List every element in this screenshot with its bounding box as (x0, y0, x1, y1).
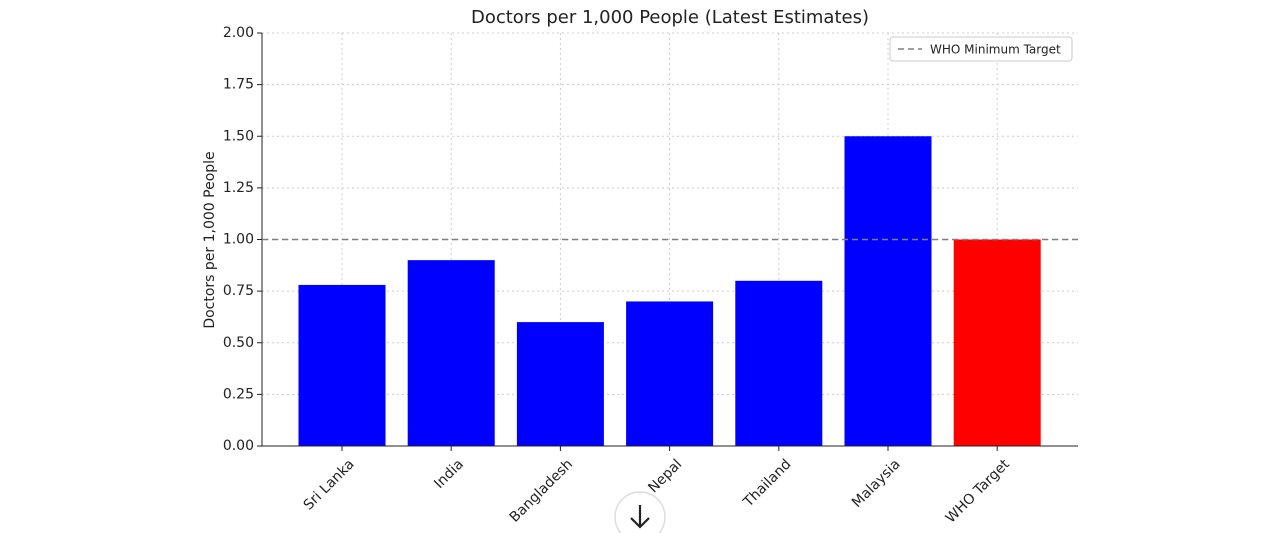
x-tick-label: Thailand (740, 456, 795, 511)
x-tick-label: Malaysia (849, 456, 904, 511)
x-tick-label: India (431, 456, 467, 492)
y-tick-label: 1.25 (223, 180, 254, 196)
y-tick-label: 1.00 (223, 232, 254, 248)
bar (844, 136, 932, 446)
chart-title: Doctors per 1,000 People (Latest Estimat… (471, 7, 869, 28)
y-tick-label: 1.75 (223, 77, 254, 93)
y-tick-label: 0.50 (223, 335, 254, 351)
y-tick-label: 0.25 (223, 386, 254, 402)
bar (626, 301, 714, 446)
y-tick-label: 0.75 (223, 283, 254, 299)
plot: 0.00 0.25 0.50 0.75 1.00 1.25 1.50 1.75 2.00 Sri … (223, 25, 1078, 526)
x-tick-label: Sri Lanka (301, 456, 358, 513)
legend: WHO Minimum Target (889, 36, 1073, 62)
legend-box (889, 36, 1073, 62)
bar (516, 322, 604, 446)
scroll-arrow[interactable] (630, 505, 650, 529)
y-axis-label: Doctors per 1,000 People (202, 151, 218, 328)
y-tick-label: 2.00 (223, 25, 254, 41)
x-tick-label: Bangladesh (507, 456, 576, 525)
bar (407, 260, 495, 446)
scroll-button[interactable] (614, 491, 666, 533)
bar (298, 284, 386, 446)
y-tick-label: 0.00 (223, 438, 254, 454)
y-tick-label: 1.50 (223, 128, 254, 144)
x-tick-label: WHO Target (943, 456, 1013, 526)
bar (953, 239, 1041, 446)
legend-label: WHO Minimum Target (930, 43, 1061, 57)
bar (735, 280, 823, 446)
x-tick-label: Nepal (645, 456, 685, 496)
